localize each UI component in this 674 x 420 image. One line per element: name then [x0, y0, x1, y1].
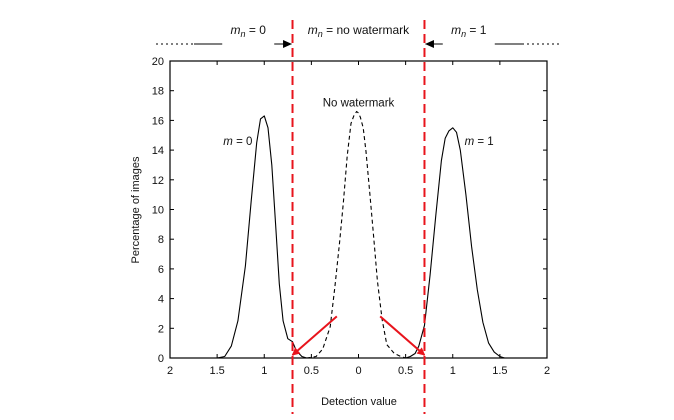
- x-tick-label: 1: [450, 365, 456, 377]
- annotation-group: m = 0 No watermark m = 1: [223, 98, 493, 149]
- region-subscript: n: [318, 29, 323, 39]
- arrow-group: [291, 315, 426, 356]
- region-variable: m: [451, 23, 461, 37]
- x-tick-label: 0: [355, 365, 361, 377]
- series-line-1: [216, 115, 312, 359]
- region-subscript: n: [461, 29, 466, 39]
- region-label-bg: [222, 32, 275, 50]
- y-tick-label: 18: [152, 86, 164, 98]
- y-tick-label: 16: [152, 115, 164, 127]
- region-label-1: mn = 0: [231, 23, 267, 39]
- series-line-3: [405, 127, 510, 359]
- x-tick-label: 0.5: [398, 365, 413, 377]
- y-tick-label: 2: [158, 323, 164, 335]
- region-text: = 1: [466, 23, 487, 37]
- annotation-text: No watermark: [323, 98, 395, 110]
- annotation-nowm: No watermark: [323, 98, 395, 110]
- x-tick-label: 0.5: [304, 365, 319, 377]
- region-subscript: n: [241, 29, 246, 39]
- annotation-text: = 0: [233, 136, 253, 148]
- y-tick-label: 10: [152, 205, 164, 217]
- region-label-2: mn = no watermark: [308, 23, 410, 39]
- x-tick-label: 2: [544, 365, 550, 377]
- x-axis-title: Detection value: [321, 396, 397, 408]
- x-tick-label: 1.5: [492, 365, 507, 377]
- x-tick-label: 2: [167, 365, 173, 377]
- y-tick-label: 14: [152, 145, 164, 157]
- red-arrow-1: [291, 315, 338, 356]
- y-tick-label: 12: [152, 175, 164, 187]
- red-arrow-2: [379, 315, 426, 356]
- annotation-variable: m: [223, 136, 233, 148]
- x-tick-label: 1.5: [209, 365, 224, 377]
- y-tick-label: 6: [158, 264, 164, 276]
- region-text: = no watermark: [323, 23, 410, 37]
- annotation-text: = 1: [474, 136, 494, 148]
- series-line-2: [306, 110, 411, 359]
- annotation-m1: m = 1: [465, 136, 494, 148]
- y-tick-label: 20: [152, 56, 164, 68]
- region-label-3: mn = 1: [451, 23, 487, 39]
- region-variable: m: [231, 23, 241, 37]
- region-variable: m: [308, 23, 318, 37]
- region-label-bg: [442, 32, 495, 50]
- y-tick-label: 4: [158, 294, 164, 306]
- annotation-variable: m: [465, 136, 475, 148]
- y-tick-label: 0: [158, 353, 164, 365]
- x-tick-label: 1: [261, 365, 267, 377]
- region-indicator: mn = 0 mn = no watermark mn = 1: [156, 23, 560, 50]
- y-axis-title: Percentage of images: [130, 156, 142, 264]
- annotation-m0: m = 0: [223, 136, 252, 148]
- region-text: = 0: [246, 23, 267, 37]
- y-tick-label: 8: [158, 234, 164, 246]
- region-label-bg: [292, 32, 425, 50]
- series-group: [216, 110, 510, 359]
